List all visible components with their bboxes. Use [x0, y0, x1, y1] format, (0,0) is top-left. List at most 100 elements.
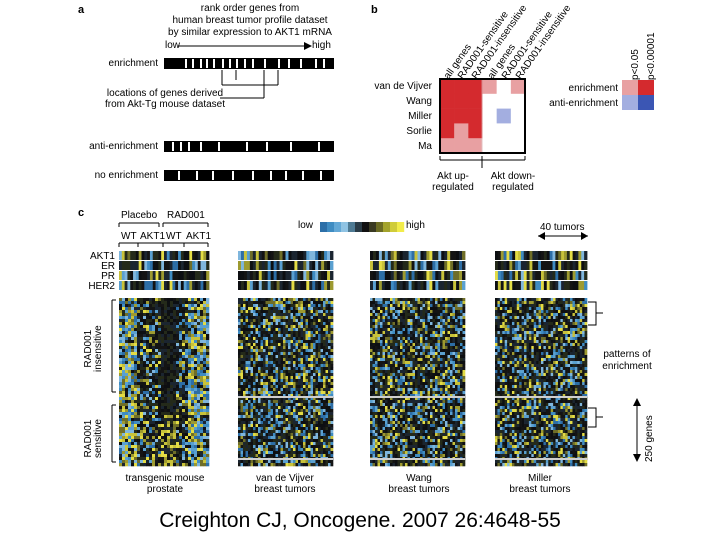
heat-cell — [245, 448, 249, 452]
heat-cell — [164, 379, 168, 383]
heat-cell — [427, 313, 431, 317]
heat-cell — [185, 451, 189, 455]
heat-cell — [158, 427, 162, 431]
heat-cell — [149, 403, 153, 407]
heat-cell — [125, 304, 129, 308]
heat-cell — [288, 313, 291, 317]
heat-cell — [152, 373, 156, 377]
heat-cell — [325, 439, 329, 443]
heat-cell — [273, 379, 276, 383]
heat-cell — [206, 298, 210, 302]
heat-cell — [167, 394, 171, 398]
heat-cell — [152, 379, 156, 383]
heat-cell — [442, 343, 446, 347]
heat-cell — [407, 343, 411, 347]
heat-cell — [323, 412, 326, 416]
track-cell — [138, 281, 142, 290]
heat-cell — [164, 319, 168, 323]
heat-cell — [325, 316, 329, 320]
heat-cell — [140, 391, 144, 395]
heat-cell — [313, 352, 316, 356]
heat-cell — [191, 439, 195, 443]
heat-cell — [395, 307, 398, 311]
heat-cell — [425, 319, 428, 323]
heat-cell — [238, 331, 241, 335]
heat-cell — [395, 346, 398, 350]
caption-line: prostate — [146, 484, 184, 495]
heat-cell — [460, 304, 463, 308]
heat-cell — [293, 313, 296, 317]
heat-cell — [119, 406, 123, 410]
heat-cell — [288, 421, 291, 425]
heat-cell — [125, 361, 129, 365]
heat-cell — [191, 355, 195, 359]
heat-cell — [315, 424, 319, 428]
heat-cell — [188, 400, 192, 404]
heat-cell — [283, 355, 286, 359]
scale-swatch — [320, 222, 328, 232]
heat-cell — [372, 316, 376, 320]
gene-tick — [264, 59, 266, 68]
heat-cell — [288, 454, 291, 458]
heat-cell — [407, 307, 411, 311]
heat-cell — [263, 397, 266, 401]
track-cell — [270, 271, 275, 280]
track-cell — [279, 271, 283, 280]
heat-cell — [285, 322, 289, 326]
track-cell — [435, 251, 439, 260]
gene-tick — [252, 171, 254, 180]
heat-cell — [143, 451, 147, 455]
heat-cell — [245, 376, 249, 380]
heat-cell — [268, 322, 271, 326]
heat-cell — [188, 409, 192, 413]
track-cell — [130, 251, 134, 260]
heat-cell — [323, 439, 326, 443]
heat-cell — [422, 310, 426, 314]
heat-cell — [323, 310, 326, 314]
track-cell — [141, 281, 145, 290]
heat-cell — [255, 298, 259, 302]
scale-swatch — [362, 222, 370, 232]
track-cell — [288, 251, 292, 260]
heat-cell — [280, 373, 284, 377]
track-cell — [447, 251, 451, 260]
heat-cell — [268, 427, 271, 431]
track-cell — [405, 281, 409, 290]
heat-cell — [315, 355, 319, 359]
heat-cell — [125, 394, 129, 398]
heat-cell — [268, 307, 271, 311]
heat-cell — [387, 313, 391, 317]
heat-cell — [248, 391, 251, 395]
heat-cell — [308, 394, 311, 398]
heat-cell — [288, 343, 291, 347]
heat-cell — [173, 418, 177, 422]
heat-cell — [460, 334, 463, 338]
heat-cell — [245, 442, 249, 446]
track-cell — [130, 271, 134, 280]
heat-cell — [122, 379, 126, 383]
heat-cell — [188, 334, 192, 338]
heat-cell — [250, 385, 254, 389]
track-cell — [312, 261, 316, 270]
heat-cell — [170, 313, 174, 317]
heat-cell — [402, 316, 406, 320]
heat-cell — [128, 385, 132, 389]
heat-cell — [140, 319, 144, 323]
heat-cell — [158, 400, 162, 404]
heat-cell — [131, 316, 135, 320]
heat-cell — [390, 316, 393, 320]
heat-cell — [240, 460, 244, 464]
heat-cell — [318, 376, 321, 380]
heat-cell — [265, 325, 269, 329]
track-cell — [414, 261, 418, 270]
heat-cell — [410, 328, 413, 332]
heat-cell — [320, 310, 324, 314]
track-cell — [161, 251, 165, 260]
heat-cell — [285, 433, 289, 437]
heat-cell — [273, 301, 276, 305]
heat-cell — [146, 322, 150, 326]
heat-cell — [185, 313, 189, 317]
heat-cell — [134, 355, 138, 359]
heat-cell — [200, 436, 204, 440]
heat-cell — [273, 382, 276, 386]
